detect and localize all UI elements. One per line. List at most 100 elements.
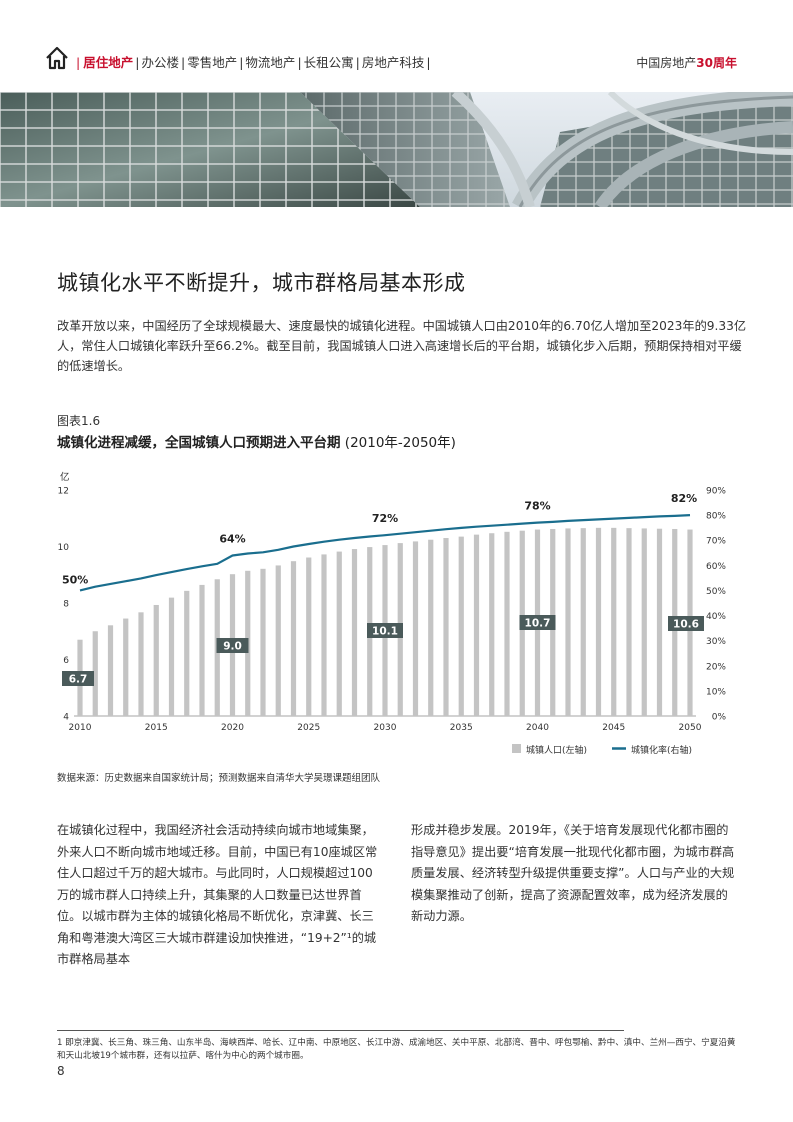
- population-bar: [412, 541, 419, 716]
- rate-data-label: 50%: [62, 573, 88, 586]
- right-axis-tick-label: 10%: [706, 687, 726, 697]
- legend-label-population: 城镇人口(左轴): [526, 744, 587, 756]
- left-axis-tick-label: 4: [63, 713, 69, 723]
- figure-label: 图表1.6: [57, 414, 101, 428]
- rate-data-label: 72%: [372, 512, 398, 525]
- population-bar: [580, 528, 586, 716]
- section-title: 城镇化水平不断提升，城市群格局基本形成: [57, 271, 466, 295]
- left-axis-tick-label: 6: [63, 656, 69, 666]
- body-right-column: 形成并稳步发展。2019年，《关于培育发展现代化都市圈的指导意见》提出要“培育发…: [411, 823, 735, 923]
- right-axis-tick-label: 30%: [706, 637, 726, 647]
- rate-data-label: 82%: [671, 492, 697, 505]
- population-bar: [306, 557, 312, 716]
- rate-data-label: 78%: [524, 500, 550, 513]
- population-data-label: 6.7: [69, 674, 88, 686]
- population-data-label: 9.0: [223, 641, 242, 653]
- page-number: 8: [57, 1064, 65, 1078]
- population-bar: [473, 534, 480, 716]
- nav-item-retail[interactable]: 零售地产: [187, 55, 238, 70]
- population-label-box: [519, 615, 556, 630]
- urbanization-chart: 亿 4 6 8 10 12 0% 10% 20% 30% 40% 50% 60% 70% 80% 90% 201…: [58, 471, 727, 756]
- population-bar: [107, 625, 114, 716]
- population-bar: [168, 597, 175, 716]
- body-left-column: 在城镇化过程中，我国经济社会活动持续向城市地域集聚，外来人口不断向城市地域迁移。…: [57, 823, 378, 966]
- right-axis-tick-label: 70%: [706, 537, 726, 547]
- population-bar: [336, 551, 342, 716]
- population-bar: [184, 590, 190, 716]
- population-label-box: [668, 616, 704, 631]
- population-bar: [458, 536, 464, 716]
- urbanization-rate-line: [79, 514, 691, 592]
- nav-item-office[interactable]: 办公楼: [141, 55, 179, 70]
- population-label-box: [216, 638, 249, 653]
- intro-paragraph: 改革开放以来，中国经历了全球规模最大、速度最快的城镇化进程。中国城镇人口由201…: [57, 319, 747, 373]
- x-axis-tick-label: 2050: [679, 723, 702, 733]
- right-axis-tick-label: 90%: [706, 487, 726, 497]
- population-bar: [321, 554, 327, 716]
- brand-main: 中国房地产: [636, 56, 697, 70]
- right-axis-tick-label: 50%: [706, 587, 726, 597]
- x-axis-tick-label: 2015: [145, 723, 168, 733]
- right-axis-tick-label: 80%: [706, 512, 726, 522]
- population-bar: [443, 538, 449, 716]
- rate-data-label: 64%: [219, 533, 245, 546]
- x-axis-tick-label: 2025: [297, 723, 320, 733]
- nav-item-logistics[interactable]: 物流地产: [245, 55, 296, 70]
- population-bar: [489, 533, 495, 716]
- population-data-label: 10.6: [673, 619, 699, 631]
- left-axis-tick-label: 10: [58, 543, 70, 553]
- population-bar: [504, 531, 510, 716]
- right-axis-tick-label: 0%: [712, 713, 727, 723]
- nav-item-proptech[interactable]: 房地产科技: [361, 55, 425, 70]
- population-bar: [275, 565, 281, 716]
- population-label-box: [62, 671, 94, 686]
- population-bar: [656, 528, 663, 716]
- left-axis-tick-label: 8: [63, 600, 69, 610]
- footnote-rule: [57, 1030, 624, 1031]
- population-bar: [641, 528, 647, 716]
- population-bar: [92, 631, 98, 716]
- population-label-box: [367, 623, 403, 638]
- brand-accent: 30周年: [696, 56, 737, 70]
- population-bar: [626, 528, 632, 716]
- figure-title: 城镇化进程减缓，全国城镇人口预期进入平台期 (2010年-2050年): [57, 431, 456, 451]
- nav-separator: |: [76, 55, 81, 70]
- population-bar: [199, 584, 205, 716]
- right-axis-tick-label: 60%: [706, 562, 726, 572]
- population-bar: [428, 539, 434, 716]
- banner-image: [0, 92, 793, 207]
- population-bar: [153, 604, 159, 716]
- population-bar: [565, 528, 571, 716]
- x-axis-tick-label: 2030: [374, 723, 397, 733]
- figure-title-period: (2010年-2050年): [344, 435, 456, 451]
- nav-item-residential[interactable]: 居住地产: [83, 55, 134, 70]
- footnote: 1 即京津冀、长三角、珠三角、山东半岛、海峡西岸、哈长、辽中南、中原地区、长江中…: [57, 1038, 736, 1061]
- population-bar: [611, 527, 617, 716]
- legend-label-rate: 城镇化率(右轴): [631, 744, 692, 756]
- population-bar: [595, 527, 602, 716]
- right-axis-tick-label: 20%: [706, 662, 726, 672]
- population-data-label: 10.1: [372, 626, 398, 638]
- population-bar: [290, 561, 297, 716]
- population-bar: [260, 568, 266, 716]
- x-axis-tick-label: 2035: [450, 723, 473, 733]
- legend-swatch-population: [512, 744, 521, 753]
- left-axis-unit: 亿: [60, 471, 70, 483]
- population-bar: [138, 612, 144, 716]
- left-axis-tick-label: 12: [58, 487, 69, 497]
- x-axis-tick-label: 2010: [69, 723, 92, 733]
- x-axis-tick-label: 2020: [221, 723, 244, 733]
- brand-tag: 中国房地产30周年: [636, 54, 737, 71]
- home-icon[interactable]: [44, 45, 70, 71]
- x-axis-tick-label: 2045: [602, 723, 625, 733]
- population-data-label: 10.7: [525, 618, 551, 630]
- population-bar: [123, 618, 129, 716]
- data-source: 数据来源：历史数据来自国家统计局；预测数据来自清华大学吴璟课题组团队: [57, 773, 381, 784]
- population-bar: [351, 549, 358, 716]
- nav-item-rental-apartments[interactable]: 长租公寓: [303, 55, 354, 70]
- x-axis-tick-label: 2040: [526, 723, 549, 733]
- right-axis-tick-label: 40%: [706, 612, 726, 622]
- page-header: | 居住地产 | 办公楼 | 零售地产 | 物流地产 | 长租公寓 | 房地产科技 | 中国房地产30周…: [0, 0, 793, 92]
- figure-title-bold: 城镇化进程减缓，全国城镇人口预期进入平台期: [57, 435, 341, 451]
- section-nav: | 居住地产 | 办公楼 | 零售地产 | 物流地产 | 长租公寓 | 房地产科技 |: [76, 52, 433, 71]
